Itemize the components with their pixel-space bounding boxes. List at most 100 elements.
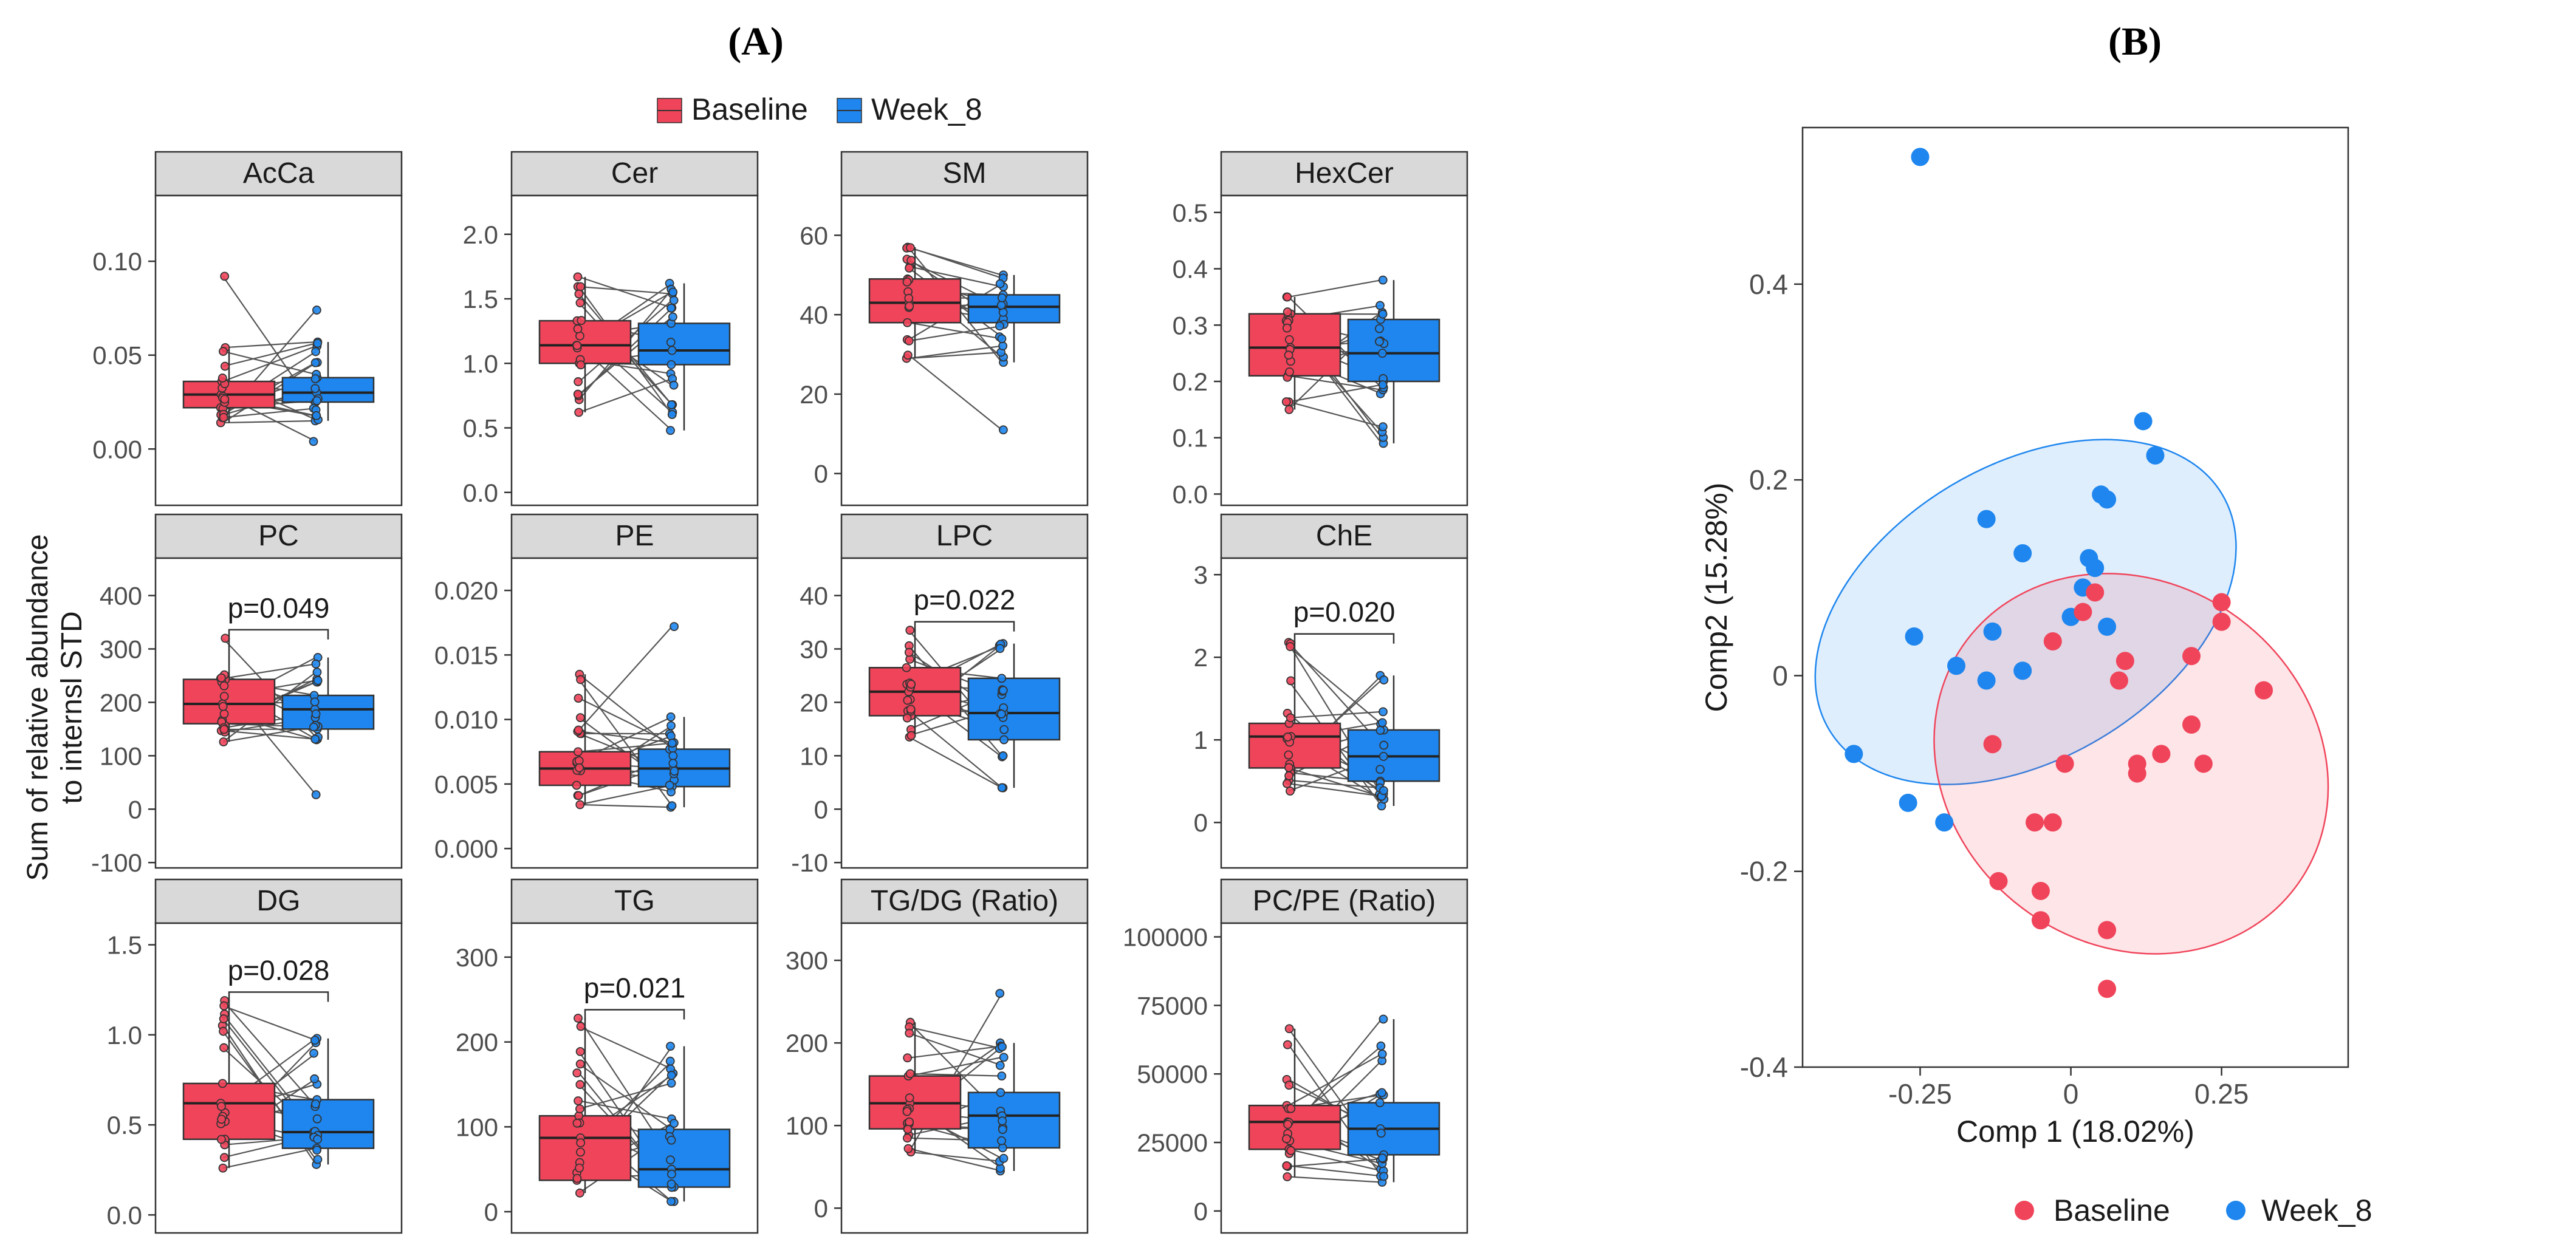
box-iqr (1248, 722, 1341, 769)
data-point (903, 1144, 913, 1153)
y-tick-label: -100 (91, 848, 142, 877)
data-point (572, 1118, 582, 1128)
data-point (572, 1068, 582, 1078)
week8-box (637, 1042, 731, 1206)
data-point (219, 347, 228, 356)
data-point (669, 296, 679, 305)
week8-point (2013, 544, 2032, 562)
x-tick-label: 0 (2063, 1078, 2079, 1110)
data-point (670, 1119, 679, 1128)
data-point (311, 347, 321, 357)
data-point (574, 1096, 583, 1105)
facet-5: PE 0.000 0.005 0.010 0.015 0.020 (434, 513, 759, 869)
y-tick-label: 0.000 (434, 834, 498, 863)
week8-point (1983, 622, 2002, 641)
y-tick-label: 100000 (1123, 923, 1208, 952)
data-point (312, 667, 322, 677)
data-point (216, 673, 226, 683)
p-value-label: p=0.028 (228, 955, 330, 986)
data-point (577, 316, 586, 326)
y-tick-label: 0.0 (1173, 480, 1208, 508)
data-point (310, 1074, 320, 1084)
y-axis-label-panel-a: Sum of relative abundance to internsl ST… (22, 534, 88, 881)
data-point (997, 293, 1007, 302)
data-point (575, 1104, 584, 1114)
facet-plot-frame (154, 922, 403, 1234)
data-point (666, 426, 675, 435)
box-iqr (538, 319, 632, 364)
data-point (574, 377, 583, 386)
y-tick-label: 0 (1772, 660, 1788, 691)
baseline-point (2128, 764, 2146, 783)
y-tick-label: 40 (800, 301, 828, 329)
pair-line (578, 1100, 673, 1120)
week8-point (2098, 490, 2117, 509)
data-point (905, 1069, 915, 1079)
data-point (666, 1155, 675, 1165)
legend-baseline-label: Baseline (691, 92, 808, 126)
y-tick-label: 100 (100, 742, 142, 770)
data-point (995, 989, 1005, 998)
data-point (572, 341, 582, 350)
data-point (1286, 642, 1295, 652)
facet-1: Cer 0.0 0.5 1.0 1.5 2.0 (463, 151, 759, 507)
data-point (218, 374, 227, 383)
week8-point (1899, 793, 1917, 812)
data-point (1286, 787, 1295, 796)
y-tick-label: 0.015 (434, 641, 498, 669)
data-point (905, 263, 914, 273)
pair-line (578, 697, 673, 745)
box-iqr (281, 1099, 375, 1149)
data-point (313, 676, 323, 685)
data-point (902, 1107, 912, 1116)
data-point (996, 1088, 1005, 1097)
data-point (1281, 397, 1291, 406)
data-point (666, 338, 676, 347)
facet-strip (154, 878, 403, 924)
y-tick-label: 0 (128, 795, 142, 824)
data-point (995, 1060, 1005, 1070)
data-point (668, 759, 678, 768)
y-tick-label: 0.5 (463, 414, 498, 443)
data-point (666, 303, 676, 313)
pair-line (222, 420, 317, 424)
data-point (666, 721, 676, 731)
data-point (575, 713, 585, 723)
data-point (667, 1169, 676, 1179)
data-point (996, 301, 1006, 310)
pair-line (222, 343, 317, 367)
data-point (1284, 1080, 1294, 1090)
pair-line (578, 731, 673, 743)
pair-line (1288, 1165, 1382, 1177)
y-tick-label: 100 (786, 1111, 828, 1140)
data-point (219, 737, 228, 746)
y-tick-label: 0.010 (434, 706, 498, 734)
facet-7: ChE 0 1 2 3 p=0.020 (1194, 513, 1468, 869)
data-point (1284, 763, 1293, 773)
facet-strip (1220, 878, 1468, 924)
y-tick-label: 200 (786, 1029, 828, 1057)
data-point (1284, 335, 1294, 344)
data-point (576, 1138, 586, 1148)
data-point (572, 780, 581, 790)
facet-title: ChE (1316, 520, 1372, 552)
y-tick-label: 30 (800, 635, 828, 663)
facet-strip (510, 513, 759, 559)
data-point (575, 1080, 585, 1090)
y-tick-label: 1.0 (463, 349, 498, 378)
week8-box (281, 1034, 375, 1169)
data-point (906, 731, 916, 740)
data-point (220, 361, 230, 371)
baseline-point (2031, 881, 2050, 900)
y-tick-label: 1.5 (463, 285, 498, 313)
significance-bracket (914, 621, 1015, 632)
p-value-label: p=0.020 (1293, 596, 1396, 628)
baseline-point (1989, 872, 2008, 890)
data-point (216, 1135, 226, 1144)
data-point (1285, 367, 1294, 377)
facet-title: Cer (611, 157, 658, 189)
baseline-box (182, 633, 276, 746)
y-tick-label: 60 (800, 221, 828, 250)
data-point (574, 791, 583, 800)
facet-plot-frame (154, 194, 403, 507)
